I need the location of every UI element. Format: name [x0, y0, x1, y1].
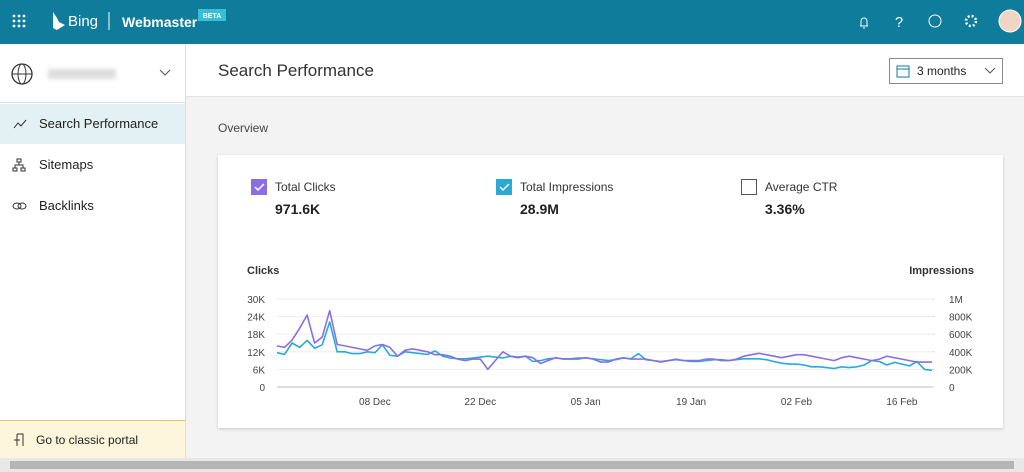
app-launcher[interactable] [12, 14, 26, 28]
site-dropdown[interactable] [158, 68, 172, 78]
series-line [276, 321, 933, 372]
x-tick-label: 16 Feb [886, 397, 918, 408]
series-line [276, 309, 932, 371]
brand: Bing [68, 13, 98, 30]
y-tick-label: 18K [247, 330, 265, 341]
metric-label: Total Clicks [275, 180, 336, 194]
x-tick-label: 19 Jan [676, 397, 706, 408]
y2-tick-label: 600K [949, 330, 973, 341]
page-title: Search Performance [218, 61, 374, 80]
performance-card: Total Clicks 971.6K Total Impressions 28.9M… [218, 155, 1003, 428]
site-name-blurred [48, 69, 116, 79]
sidebar: Search Performance Sitemaps Backlinks Go… [0, 44, 186, 459]
x-tick-label: 05 Jan [571, 397, 601, 408]
metric-label: Total Impressions [520, 180, 614, 194]
nav-label: Search Performance [39, 116, 159, 131]
settings[interactable] [964, 14, 978, 28]
bell[interactable] [860, 17, 868, 29]
nav-item[interactable]: Search Performance [0, 104, 185, 144]
y2-axis-title: Impressions [909, 265, 974, 277]
metric-checkbox[interactable] [251, 179, 267, 195]
y-axis-title: Clicks [247, 265, 279, 277]
metric-label: Average CTR [765, 180, 838, 194]
x-tick-label: 02 Feb [781, 397, 813, 408]
scrollbar[interactable] [0, 458, 1024, 472]
date-range-picker[interactable]: 3 months [889, 58, 1003, 84]
badge-bg [198, 9, 226, 21]
metric-checkbox[interactable] [496, 179, 512, 195]
bing-logo [53, 12, 65, 30]
y2-tick-label: 800K [949, 313, 973, 324]
metric-value: 3.36% [765, 201, 805, 217]
date-range: 3 months [917, 64, 967, 78]
section-title: Overview [218, 121, 269, 135]
y2-tick-label: 0 [949, 383, 955, 394]
y-tick-label: 30K [247, 295, 265, 306]
divider [0, 102, 185, 103]
avatar[interactable] [998, 9, 1022, 33]
product: Webmaster [122, 14, 198, 30]
badge: BETA [203, 13, 222, 20]
y2-tick-label: 400K [949, 348, 973, 359]
nav-label: Backlinks [39, 198, 94, 213]
nav-item[interactable]: Backlinks [0, 186, 185, 226]
y-tick-label: 12K [247, 348, 265, 359]
header: Bing Webmaster BETA ? [0, 0, 1024, 44]
y-tick-label: 0 [259, 383, 265, 394]
metric-checkbox[interactable] [741, 179, 757, 195]
metric-value: 28.9M [520, 201, 559, 217]
y-tick-label: 24K [247, 313, 265, 324]
metric-value: 971.6K [275, 201, 321, 217]
x-tick-label: 22 Dec [464, 397, 496, 408]
feedback[interactable] [928, 14, 942, 28]
classic-portal[interactable]: Go to classic portal [0, 420, 185, 459]
nav-label: Sitemaps [39, 157, 94, 172]
scrollbar-thumb[interactable] [10, 461, 1014, 469]
y2-tick-label: 1M [949, 295, 963, 306]
nav-item[interactable]: Sitemaps [0, 145, 185, 185]
y2-tick-label: 200K [949, 365, 973, 376]
x-tick-label: 08 Dec [359, 397, 391, 408]
help[interactable]: ? [895, 14, 903, 31]
chart: Clicks Impressions 0 6K 12K 18K 24K 30K 0 200K 4… [247, 265, 974, 408]
title-bar: Search Performance 3 months [186, 44, 1024, 97]
header-icons: Bing Webmaster BETA ? [12, 9, 1022, 33]
site-icon [11, 63, 33, 85]
classic-portal-label: Go to classic portal [36, 433, 139, 447]
y-tick-label: 6K [253, 365, 266, 376]
